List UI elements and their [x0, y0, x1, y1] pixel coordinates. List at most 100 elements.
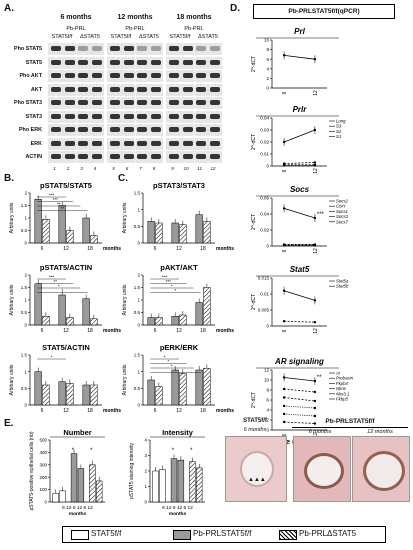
e1-ytick-label: 0 — [44, 500, 47, 505]
d1-xtick-label: 6 — [282, 91, 288, 94]
d1-ytick-label: 6 — [266, 57, 269, 62]
b1-ytick-label: 2 — [24, 191, 27, 196]
b3-bar — [42, 384, 50, 406]
c1-bar — [203, 221, 211, 244]
b2-sig-mark: * — [58, 284, 60, 289]
d4-ytick-label: 0.005 — [258, 308, 270, 313]
d5-point — [313, 406, 317, 410]
b1-ylabel: Arbitrary units — [9, 202, 15, 233]
b1-ytick-label: 1.5 — [21, 203, 28, 208]
c1-xtick-label: 12 — [176, 246, 182, 252]
d5-ytick-label: 0 — [266, 428, 269, 433]
d1-ytick-label: 10 — [264, 38, 270, 43]
d3-legend-label: Socs7 — [336, 219, 349, 224]
e1-ytick-label: 200 — [39, 475, 47, 480]
d3-series-line — [283, 208, 316, 219]
c3-bar — [155, 386, 163, 406]
blot-lane-number: 6 — [125, 165, 129, 171]
b2-xlabel: months — [103, 328, 121, 334]
d1-xtick-label: 12 — [313, 90, 319, 96]
c1-bar — [147, 221, 155, 244]
e1-ytick-label: 300 — [39, 462, 47, 467]
c3-sig-mark: * — [175, 368, 177, 373]
d3-ytick-label: 0.06 — [260, 196, 269, 201]
legend-swatch-pbprl-ff — [173, 530, 191, 540]
blot-col-delta-2: ΔSTAT5 — [198, 34, 218, 40]
micrograph-3 — [352, 436, 410, 502]
e2-bar — [189, 461, 196, 503]
blot-strip — [166, 151, 222, 163]
d3-legend-label: CisH — [336, 204, 346, 209]
c2-bar — [171, 316, 179, 326]
b3-ytick-label: 0 — [24, 403, 27, 408]
e2-bar — [196, 467, 203, 503]
d5-ytick-label: 2 — [266, 418, 269, 423]
blot-lane-number: 5 — [112, 165, 115, 171]
c1-ytick-label: 1.5 — [134, 191, 141, 196]
panel-label-c: C. — [118, 173, 128, 184]
c1-ytick-label: 0.5 — [134, 224, 141, 229]
blot-row-label: Pho ERK — [18, 127, 42, 133]
e2-ytick-label: 1 — [144, 484, 147, 489]
d5-xtick-label: 12 — [313, 432, 319, 438]
b1-xlabel: months — [103, 246, 121, 252]
d5-sig-mark: ** — [317, 375, 322, 381]
b1-sig-mark: *** — [49, 193, 55, 198]
d5-ytick-label: 4 — [266, 408, 269, 413]
b1-ytick-label: 1 — [24, 216, 27, 221]
blot-row-label: Pho STAT3 — [14, 100, 42, 106]
e2-ytick-label: 4 — [144, 438, 147, 443]
e1-bar — [96, 480, 103, 503]
blot-col-ff-2: STAT5f/f — [169, 34, 191, 40]
d4-legend-label: Stat5a — [336, 279, 349, 284]
figure-legend: STAT5f/f Pb-PRLSTAT5f/f Pb-PRLΔSTAT5 — [62, 526, 386, 543]
e1-xtick-labels: 6 12 6 12 6 12 — [62, 505, 93, 511]
b3-xlabel: months — [103, 408, 121, 414]
e2-ytick-label: 3 — [144, 453, 147, 458]
d1-ytick-label: 0 — [266, 86, 269, 91]
blot-col-ff-0: STAT5f/f — [51, 34, 73, 40]
b3-bar — [66, 383, 74, 406]
d3-xtick-label: 6 — [282, 249, 288, 252]
micro-header-pbprl: Pb-PRLSTAT5f/f — [325, 418, 375, 425]
d3-ylabel: 2^-dCT — [251, 214, 257, 230]
c3-xlabel: months — [216, 408, 234, 414]
blot-strip — [107, 110, 163, 123]
b3-bar — [82, 384, 90, 406]
blot-age-0: 6 months — [60, 14, 92, 21]
d2-point — [313, 161, 317, 164]
d4-ytick-label: 0 — [266, 324, 269, 329]
d5-series-line — [284, 377, 315, 382]
e2-xlabel: months — [169, 511, 187, 517]
d2-title: Prlr — [293, 105, 308, 114]
c3-ytick-label: 0.5 — [134, 386, 141, 391]
e1-xlabel: months — [69, 511, 87, 517]
blot-strip — [166, 124, 222, 136]
blot-row-label: STAT5 — [25, 59, 42, 66]
d2-point — [313, 164, 317, 167]
blot-strip — [107, 56, 163, 69]
d5-title: AR signaling — [274, 357, 324, 366]
c2-bar — [155, 317, 163, 326]
b3-title: STAT5/ACTIN — [42, 343, 90, 352]
e1-sig-mark: * — [72, 448, 75, 454]
e2-ytick-label: 2 — [144, 469, 147, 474]
b3-ytick-label: 0.5 — [21, 386, 28, 391]
blot-strip — [48, 110, 104, 123]
blot-strip — [166, 43, 222, 55]
blot-strip — [48, 70, 104, 82]
d5-point — [313, 399, 317, 403]
b2-bar — [42, 316, 50, 326]
d4-point — [313, 320, 317, 324]
d1-ytick-label: 4 — [266, 66, 269, 71]
c3-xtick-label: 18 — [200, 408, 206, 414]
b2-ytick-label: 1 — [24, 298, 27, 303]
b2-bar — [90, 318, 98, 326]
c1-title: pSTAT3/STAT3 — [153, 181, 205, 190]
b1-ytick-label: 0.5 — [21, 228, 28, 233]
d5-series-line — [284, 397, 315, 402]
b3-ylabel: Arbitrary units — [9, 364, 15, 395]
d5-point — [282, 404, 286, 408]
blot-lane-number: 7 — [139, 165, 142, 171]
c2-xtick-label: 6 — [154, 328, 157, 334]
